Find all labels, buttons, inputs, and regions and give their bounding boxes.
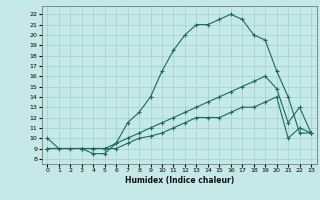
X-axis label: Humidex (Indice chaleur): Humidex (Indice chaleur) bbox=[124, 176, 234, 185]
